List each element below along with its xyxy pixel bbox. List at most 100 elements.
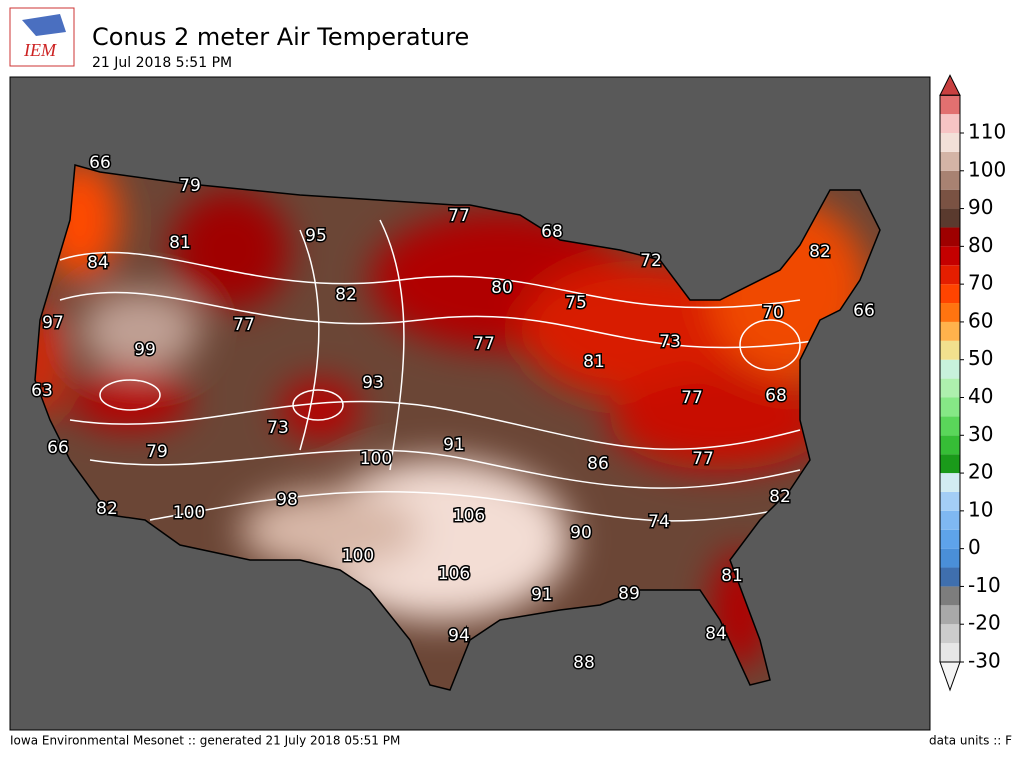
title: Conus 2 meter Air Temperature xyxy=(92,23,469,51)
contour-label: 75 xyxy=(565,293,587,313)
contour-label: 106 xyxy=(453,506,485,526)
contour xyxy=(89,449,801,489)
contour-label: 82 xyxy=(96,499,118,519)
colorbar-bin xyxy=(940,189,960,209)
colorbar-bin xyxy=(940,491,960,511)
field-blob xyxy=(35,300,60,420)
contour-label: 95 xyxy=(305,226,327,246)
contour-label: 82 xyxy=(335,285,357,305)
colorbar-bin xyxy=(940,359,960,379)
contour-label: 77 xyxy=(473,334,495,354)
contour-label: 99 xyxy=(134,340,156,360)
contour-label: 79 xyxy=(146,442,168,462)
colorbar-bin xyxy=(940,378,960,398)
contour-label: 88 xyxy=(573,653,595,673)
field-blob xyxy=(280,380,360,440)
colorbar-tick-label: -10 xyxy=(968,573,1001,597)
colorbar-tick-label: 80 xyxy=(968,233,993,257)
contour xyxy=(379,219,405,471)
colorbar-bin xyxy=(940,133,960,152)
colorbar-tick-label: 10 xyxy=(968,497,993,521)
field-blob xyxy=(80,290,200,370)
colorbar-tick-label: 100 xyxy=(968,157,1006,181)
contour-label: 91 xyxy=(531,585,553,605)
contour-label: 100 xyxy=(360,449,392,469)
colorbar: -30 -20 -10 0 10 20 30 40 50 60 70 80 90 100 110 xyxy=(939,74,1006,692)
contour-label: 106 xyxy=(438,564,470,584)
colorbar-bin xyxy=(940,208,960,228)
contour-label: 82 xyxy=(809,242,831,262)
colorbar-bin xyxy=(940,246,960,266)
logo-icon xyxy=(22,14,66,36)
footer-left: Iowa Environmental Mesonet :: generated … xyxy=(10,734,400,748)
contour-label: 70 xyxy=(762,303,784,323)
colorbar-bin xyxy=(940,170,960,190)
field-blob xyxy=(70,370,190,430)
colorbar-bin xyxy=(940,643,960,662)
contour-label: 84 xyxy=(705,624,727,644)
contour-label: 63 xyxy=(31,381,53,401)
colorbar-bin xyxy=(940,529,960,549)
contour-label: 68 xyxy=(541,222,563,242)
colorbar-tick-label: 0 xyxy=(968,535,981,559)
contour-label: 79 xyxy=(179,176,201,196)
contour-label: 82 xyxy=(769,487,791,507)
colorbar-bin xyxy=(940,586,960,606)
contour-label: 81 xyxy=(583,352,605,372)
contour-label: 98 xyxy=(276,490,298,510)
contour xyxy=(59,291,821,349)
colorbar-bin xyxy=(940,454,960,474)
colorbar-tick-label: 70 xyxy=(968,271,993,295)
contour-label: 100 xyxy=(173,503,205,523)
logo-text: IEM xyxy=(23,40,57,60)
logo: IEM xyxy=(9,7,75,67)
colorbar-bin xyxy=(940,151,960,171)
contour-label: 91 xyxy=(443,435,465,455)
colorbar-max-arrow xyxy=(939,74,961,96)
colorbar-tick-label: 30 xyxy=(968,422,993,446)
contour xyxy=(59,251,801,309)
colorbar-tick-label: -20 xyxy=(968,611,1001,635)
contour-label: 66 xyxy=(47,438,69,458)
contour-label: 97 xyxy=(42,313,64,333)
contour xyxy=(299,229,320,451)
footer-right: data units :: F xyxy=(929,734,1012,748)
contour-label: 77 xyxy=(692,449,714,469)
colorbar-tick-label: 50 xyxy=(968,346,993,370)
contour xyxy=(149,491,781,522)
colorbar-bin xyxy=(940,114,960,133)
field-blob xyxy=(610,370,830,470)
field-blob xyxy=(240,490,420,570)
contour-label: 80 xyxy=(491,278,513,298)
colorbar-bin xyxy=(940,284,960,304)
subtitle: 21 Jul 2018 5:51 PM xyxy=(92,55,232,71)
contour-label: 93 xyxy=(362,373,384,393)
colorbar-bin xyxy=(940,340,960,360)
colorbar-bin xyxy=(940,416,960,436)
contour-label: 74 xyxy=(648,512,670,532)
contour-label: 77 xyxy=(681,388,703,408)
colorbar-bin xyxy=(940,303,960,322)
colorbar-bin xyxy=(940,95,960,115)
colorbar-frame xyxy=(939,94,961,663)
contour-label: 73 xyxy=(267,418,289,438)
contour xyxy=(292,389,344,421)
colorbar-tick-label: 20 xyxy=(968,460,993,484)
colorbar-bin xyxy=(940,227,960,247)
colorbar-bin xyxy=(940,321,960,341)
colorbar-bin xyxy=(940,624,960,644)
contour-label: 77 xyxy=(448,206,470,226)
contour-label: 94 xyxy=(448,626,470,646)
contours xyxy=(59,219,821,522)
contour xyxy=(739,319,801,371)
contour-label: 81 xyxy=(721,566,743,586)
contour-label: 66 xyxy=(89,153,111,173)
contour-label: 89 xyxy=(618,584,640,604)
contour-label: 66 xyxy=(853,301,875,321)
colorbar-bin xyxy=(940,605,960,625)
field-blob xyxy=(170,190,290,310)
contour-label: 81 xyxy=(169,233,191,253)
colorbar-bin xyxy=(940,548,960,568)
colorbar-bin xyxy=(940,510,960,530)
